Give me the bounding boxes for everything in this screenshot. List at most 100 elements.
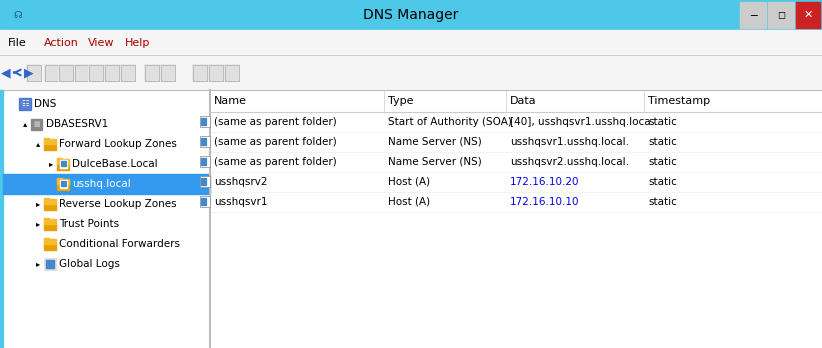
Bar — [120, 63, 136, 81]
Bar — [145, 64, 159, 80]
Bar — [201, 200, 206, 201]
Bar — [201, 122, 206, 123]
Bar — [44, 218, 49, 220]
Text: (same as parent folder): (same as parent folder) — [214, 157, 337, 167]
Text: Conditional Forwarders: Conditional Forwarders — [59, 239, 180, 249]
Text: static: static — [648, 197, 677, 207]
Text: Trust Points: Trust Points — [59, 219, 119, 229]
Bar — [19, 98, 31, 110]
Text: Help: Help — [125, 38, 150, 47]
Text: Global Logs: Global Logs — [59, 259, 120, 269]
Text: 172.16.10.20: 172.16.10.20 — [510, 177, 580, 187]
Text: static: static — [648, 177, 677, 187]
Bar — [74, 63, 90, 81]
Bar — [58, 63, 74, 81]
Bar — [201, 144, 206, 145]
Text: (same as parent folder): (same as parent folder) — [214, 117, 337, 127]
Bar — [61, 161, 66, 162]
Bar — [44, 143, 56, 150]
Text: usshqsvr2.usshq.local.: usshqsvr2.usshq.local. — [510, 157, 629, 167]
Text: Reverse Lookup Zones: Reverse Lookup Zones — [59, 199, 177, 209]
Text: ▶: ▶ — [24, 66, 34, 79]
Text: DulceBase.Local: DulceBase.Local — [72, 159, 158, 169]
Bar — [201, 124, 206, 125]
Bar — [193, 64, 207, 80]
Text: ▴: ▴ — [36, 140, 40, 149]
Bar — [26, 63, 42, 81]
Bar — [61, 181, 66, 182]
Bar — [201, 198, 206, 199]
Text: Type: Type — [388, 96, 413, 106]
Bar — [44, 258, 56, 270]
Bar — [200, 156, 210, 167]
Bar — [46, 260, 54, 261]
Bar — [60, 180, 67, 188]
Text: ▸: ▸ — [36, 220, 40, 229]
Text: View: View — [88, 38, 114, 47]
Bar — [201, 118, 206, 119]
Bar — [61, 163, 66, 164]
Bar — [44, 139, 56, 144]
Bar — [0, 55, 822, 90]
Bar — [209, 64, 223, 80]
Text: static: static — [648, 137, 677, 147]
Bar — [105, 64, 119, 80]
Bar — [44, 223, 56, 230]
Text: Name: Name — [214, 96, 247, 106]
Text: ☷: ☷ — [21, 100, 29, 109]
Text: usshqsrv2: usshqsrv2 — [214, 177, 267, 187]
Bar — [44, 239, 56, 244]
Bar — [192, 63, 208, 81]
Bar — [160, 63, 176, 81]
Bar — [46, 266, 54, 268]
Bar — [201, 120, 206, 121]
Text: static: static — [648, 157, 677, 167]
Bar — [200, 136, 210, 147]
Bar — [44, 138, 49, 140]
Text: ◀: ◀ — [2, 66, 11, 79]
Bar — [59, 64, 73, 80]
Text: usshqsvr1.usshq.local.: usshqsvr1.usshq.local. — [510, 137, 629, 147]
Text: DNS: DNS — [34, 99, 57, 109]
Bar — [0, 0, 822, 30]
Bar — [44, 63, 60, 81]
Bar — [200, 176, 210, 187]
Bar — [61, 165, 66, 166]
Bar — [61, 183, 66, 184]
Bar — [60, 160, 67, 168]
Bar — [61, 185, 66, 186]
Bar — [201, 158, 206, 159]
Text: Name Server (NS): Name Server (NS) — [388, 137, 482, 147]
Bar — [201, 162, 206, 163]
Bar — [144, 63, 160, 81]
Bar — [0, 90, 210, 348]
Bar — [104, 63, 120, 81]
Bar — [796, 2, 820, 28]
Text: usshq.local: usshq.local — [72, 179, 131, 189]
Bar — [201, 178, 206, 179]
Bar — [201, 164, 206, 165]
Text: File: File — [8, 38, 27, 47]
Bar — [57, 163, 69, 170]
Bar — [200, 116, 210, 127]
Bar — [121, 64, 135, 80]
Text: 172.16.10.10: 172.16.10.10 — [510, 197, 580, 207]
Bar — [89, 64, 103, 80]
Text: Forward Lookup Zones: Forward Lookup Zones — [59, 139, 177, 149]
Bar — [44, 203, 56, 210]
Bar — [44, 238, 49, 240]
Text: DNS Manager: DNS Manager — [363, 8, 459, 22]
Bar — [27, 64, 41, 80]
Text: ◻: ◻ — [777, 10, 785, 20]
Bar — [3, 174, 210, 194]
Bar — [201, 142, 206, 143]
Bar — [57, 158, 62, 160]
Text: DBASESRV1: DBASESRV1 — [46, 119, 109, 129]
Text: Start of Authority (SOA): Start of Authority (SOA) — [388, 117, 512, 127]
Bar — [46, 263, 54, 264]
Bar — [44, 219, 56, 224]
Bar — [57, 179, 69, 184]
Bar — [201, 138, 206, 139]
Bar — [201, 202, 206, 203]
Bar — [0, 30, 822, 55]
